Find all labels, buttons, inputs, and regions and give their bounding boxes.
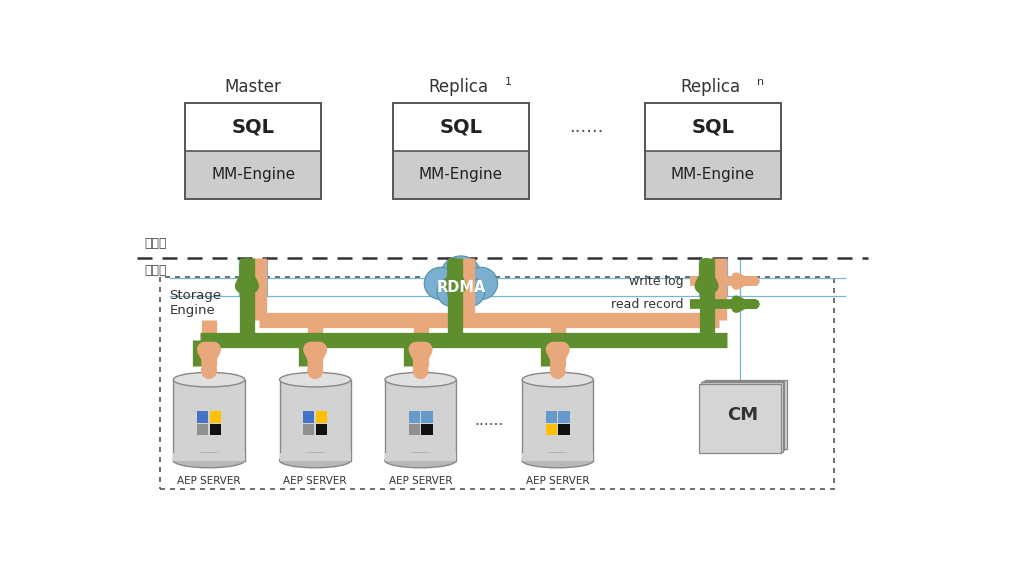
Bar (422, 424, 433, 435)
Bar (645, 103, 781, 199)
Bar (393, 103, 529, 199)
Bar (209, 424, 221, 435)
Ellipse shape (174, 372, 245, 387)
Bar (408, 411, 420, 423)
Ellipse shape (280, 453, 351, 468)
Circle shape (424, 267, 456, 299)
Text: ......: ...... (570, 118, 604, 136)
Circle shape (446, 275, 476, 303)
Bar (699, 384, 781, 453)
Bar (546, 424, 557, 435)
Text: Replica: Replica (429, 77, 489, 95)
Circle shape (455, 277, 485, 306)
Bar (209, 411, 221, 423)
Bar (160, 277, 834, 489)
Text: MM-Engine: MM-Engine (671, 167, 755, 182)
Bar (315, 424, 327, 435)
Circle shape (437, 277, 466, 306)
Text: MM-Engine: MM-Engine (419, 167, 503, 182)
Bar (186, 103, 321, 151)
Text: AEP SERVER: AEP SERVER (284, 476, 347, 486)
Text: AEP SERVER: AEP SERVER (178, 476, 241, 486)
Bar (174, 380, 245, 460)
Bar (408, 424, 420, 435)
Text: SQL: SQL (691, 118, 734, 137)
Ellipse shape (522, 453, 593, 468)
Bar (174, 453, 245, 460)
Text: read record: read record (611, 298, 683, 311)
Ellipse shape (280, 372, 351, 387)
Text: RDMA: RDMA (436, 280, 486, 295)
Bar (546, 411, 557, 423)
Bar (197, 411, 208, 423)
Bar (522, 453, 593, 460)
Bar (645, 103, 781, 151)
Bar (393, 103, 529, 151)
Bar (522, 380, 593, 460)
Bar (703, 381, 784, 450)
Bar (558, 411, 570, 423)
Ellipse shape (174, 453, 245, 468)
Text: AEP SERVER: AEP SERVER (389, 476, 452, 486)
Text: Storage
Engine: Storage Engine (169, 289, 222, 317)
Text: n: n (757, 77, 764, 87)
Circle shape (466, 267, 497, 299)
Bar (422, 411, 433, 423)
Bar (280, 453, 351, 460)
Bar (303, 411, 314, 423)
Text: 1: 1 (505, 77, 512, 87)
Bar (385, 380, 456, 460)
Bar (315, 411, 327, 423)
Bar (701, 383, 782, 451)
Text: ......: ...... (475, 412, 503, 428)
Bar (558, 424, 570, 435)
Ellipse shape (522, 372, 593, 387)
Text: CM: CM (727, 406, 759, 424)
Text: Replica: Replica (680, 77, 740, 95)
Bar (645, 151, 781, 199)
Text: write log: write log (629, 275, 683, 288)
Bar (303, 424, 314, 435)
Bar (186, 151, 321, 199)
Bar (280, 380, 351, 460)
Ellipse shape (385, 453, 456, 468)
Text: MM-Engine: MM-Engine (211, 167, 295, 182)
Bar (197, 424, 208, 435)
Bar (385, 453, 456, 460)
Ellipse shape (385, 372, 456, 387)
Text: 存储层: 存储层 (145, 264, 167, 277)
Text: 计算层: 计算层 (145, 237, 167, 250)
Bar (706, 380, 787, 449)
Text: SQL: SQL (232, 118, 275, 137)
Bar (393, 151, 529, 199)
Circle shape (440, 256, 481, 297)
Bar (186, 103, 321, 199)
Text: Master: Master (225, 77, 282, 95)
Text: AEP SERVER: AEP SERVER (526, 476, 589, 486)
Text: SQL: SQL (439, 118, 482, 137)
